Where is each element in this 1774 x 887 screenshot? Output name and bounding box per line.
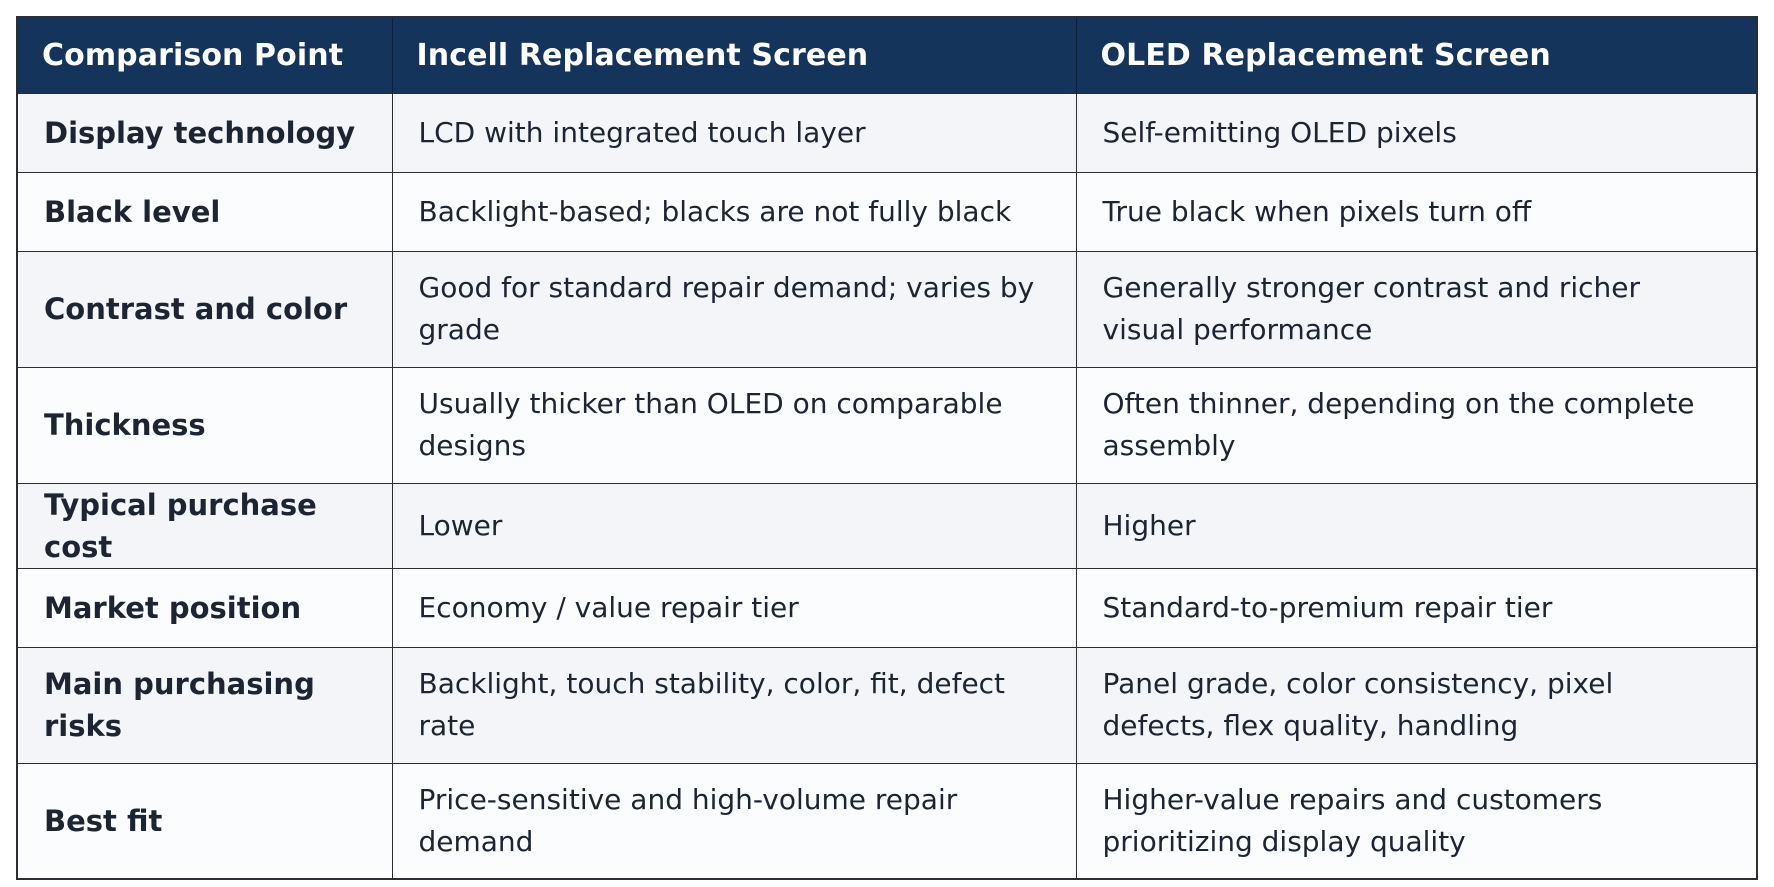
row-incell-value: LCD with integrated touch layer [392, 92, 1077, 172]
row-point: Typical purchase cost [17, 482, 393, 568]
row-point: Display technology [17, 92, 393, 172]
row-oled-value: Higher-value repairs and customers prior… [1076, 762, 1757, 879]
row-oled-value: Higher [1076, 482, 1757, 568]
table-row: Main purchasing risks Backlight, touch s… [17, 646, 1757, 763]
row-point: Thickness [17, 366, 393, 483]
comparison-table: Comparison Point Incell Replacement Scre… [16, 16, 1758, 880]
row-point: Main purchasing risks [17, 646, 393, 763]
table-row: Market position Economy / value repair t… [17, 567, 1757, 647]
header-row: Comparison Point Incell Replacement Scre… [17, 17, 1757, 93]
row-incell-value: Backlight-based; blacks are not fully bl… [392, 171, 1077, 251]
table-row: Best fit Price-sensitive and high-volume… [17, 762, 1757, 879]
comparison-table-container: Comparison Point Incell Replacement Scre… [16, 16, 1758, 880]
row-point: Black level [17, 171, 393, 251]
row-incell-value: Good for standard repair demand; varies … [392, 250, 1077, 367]
table-row: Display technology LCD with integrated t… [17, 92, 1757, 172]
header-oled: OLED Replacement Screen [1076, 17, 1757, 93]
row-oled-value: Standard-to-premium repair tier [1076, 567, 1757, 647]
row-incell-value: Backlight, touch stability, color, fit, … [392, 646, 1077, 763]
row-oled-value: True black when pixels turn off [1076, 171, 1757, 251]
row-point: Best fit [17, 762, 393, 879]
header-comparison-point: Comparison Point [17, 17, 393, 93]
row-oled-value: Often thinner, depending on the complete… [1076, 366, 1757, 483]
table-row: Thickness Usually thicker than OLED on c… [17, 366, 1757, 483]
row-point: Contrast and color [17, 250, 393, 367]
row-incell-value: Lower [392, 482, 1077, 568]
table-row: Typical purchase cost Lower Higher [17, 482, 1757, 568]
header-incell: Incell Replacement Screen [392, 17, 1077, 93]
table-row: Contrast and color Good for standard rep… [17, 250, 1757, 367]
row-point: Market position [17, 567, 393, 647]
row-incell-value: Price-sensitive and high-volume repair d… [392, 762, 1077, 879]
row-incell-value: Economy / value repair tier [392, 567, 1077, 647]
row-oled-value: Generally stronger contrast and richer v… [1076, 250, 1757, 367]
row-incell-value: Usually thicker than OLED on comparable … [392, 366, 1077, 483]
table-row: Black level Backlight-based; blacks are … [17, 171, 1757, 251]
row-oled-value: Self-emitting OLED pixels [1076, 92, 1757, 172]
row-oled-value: Panel grade, color consistency, pixel de… [1076, 646, 1757, 763]
